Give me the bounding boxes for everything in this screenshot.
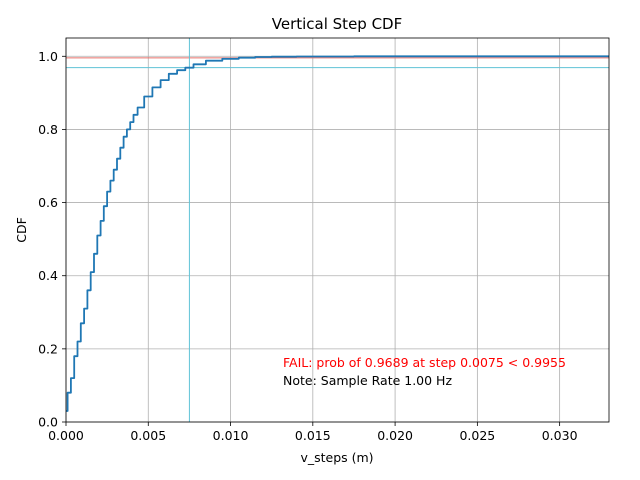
x-tick-label: 0.025 bbox=[459, 428, 495, 443]
series-layer bbox=[66, 55, 609, 412]
x-axis-ticks: 0.000 0.005 0.010 0.015 0.020 0.025 0.030 bbox=[48, 422, 578, 443]
y-tick-label: 1.0 bbox=[38, 49, 58, 64]
y-tick-label: 0.6 bbox=[38, 195, 58, 210]
plot-frame bbox=[65, 37, 610, 423]
x-tick-label: 0.030 bbox=[542, 428, 578, 443]
y-tick-label: 0.4 bbox=[38, 268, 58, 283]
x-tick-label: 0.000 bbox=[48, 428, 84, 443]
fail-annotation: FAIL: prob of 0.9689 at step 0.0075 < 0.… bbox=[283, 355, 566, 370]
x-tick-label: 0.010 bbox=[213, 428, 249, 443]
y-axis-label: CDF bbox=[14, 217, 29, 243]
x-tick-label: 0.015 bbox=[295, 428, 331, 443]
x-tick-label: 0.005 bbox=[130, 428, 166, 443]
y-axis-ticks: 0.0 0.2 0.4 0.6 0.8 1.0 bbox=[38, 49, 66, 430]
sample-rate-note: Note: Sample Rate 1.00 Hz bbox=[283, 373, 452, 388]
x-tick-label: 0.020 bbox=[377, 428, 413, 443]
y-tick-label: 0.0 bbox=[38, 415, 58, 430]
chart-title: Vertical Step CDF bbox=[272, 15, 403, 33]
cdf-series-line bbox=[66, 55, 609, 412]
x-axis-label: v_steps (m) bbox=[300, 450, 373, 465]
y-tick-label: 0.2 bbox=[38, 341, 58, 356]
reference-lines bbox=[66, 38, 609, 422]
y-tick-label: 0.8 bbox=[38, 122, 58, 137]
